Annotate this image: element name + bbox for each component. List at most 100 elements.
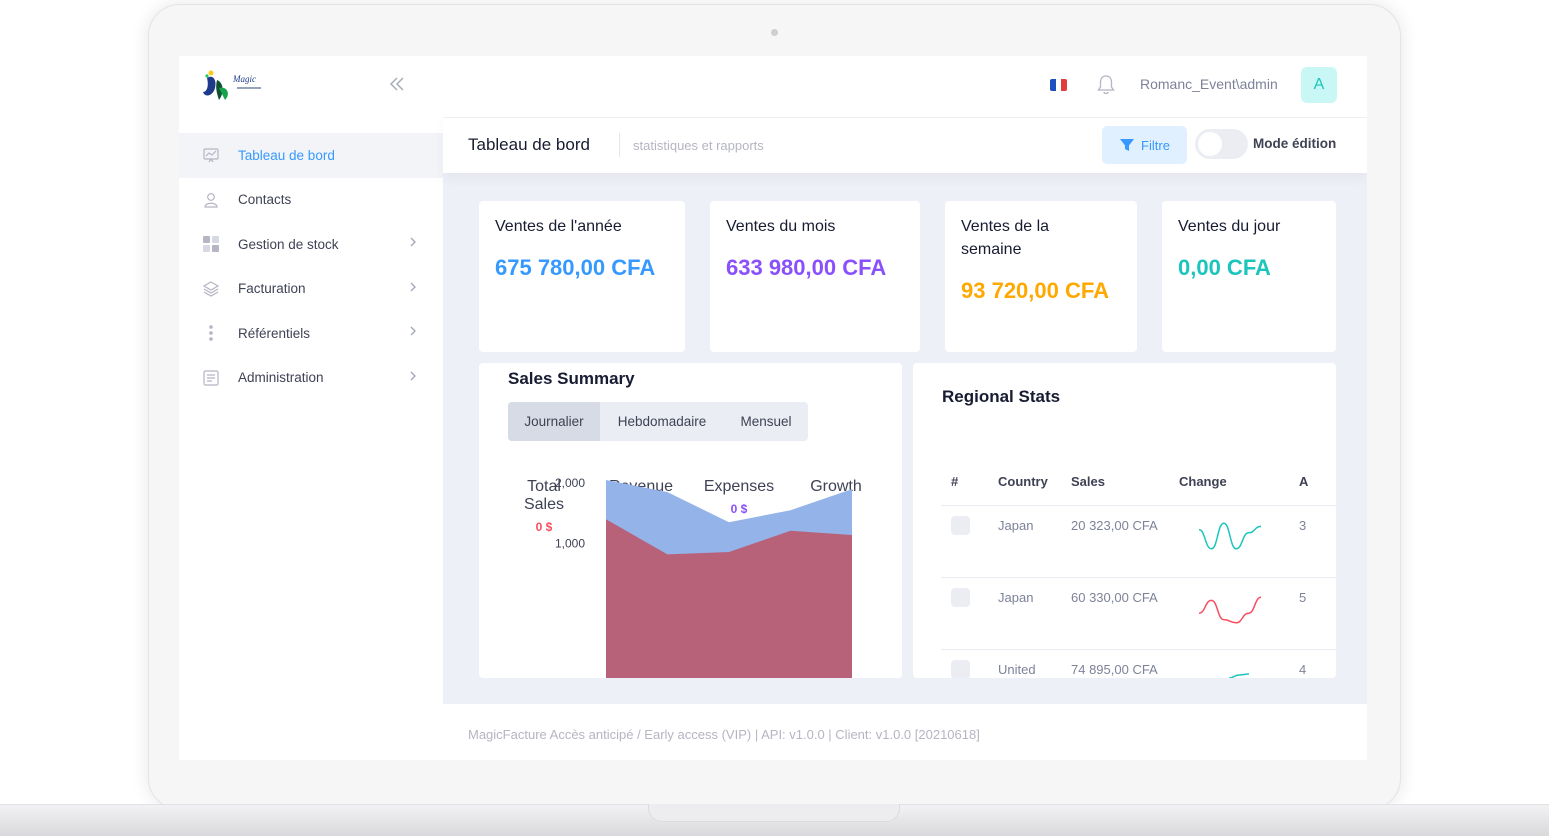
fr-flag-icon[interactable] bbox=[1050, 79, 1067, 91]
cell-sales: 20 323,00 CFA bbox=[1071, 518, 1158, 533]
user-icon bbox=[203, 192, 219, 208]
metric-value: 0 $ bbox=[730, 502, 748, 516]
tab-journalier[interactable]: Journalier bbox=[508, 402, 600, 441]
stat-value: 633 980,00 CFA bbox=[726, 255, 887, 280]
regional-stats-title: Regional Stats bbox=[942, 387, 1061, 406]
tab-hebdomadaire[interactable]: Hebdomadaire bbox=[617, 414, 707, 429]
sidebar-item-label: Tableau de bord bbox=[238, 147, 335, 163]
col-header-index: # bbox=[951, 474, 959, 489]
stat-title: Ventes de l'année bbox=[495, 218, 622, 235]
laptop-notch bbox=[648, 804, 900, 822]
metric-value: 0 $ bbox=[535, 520, 553, 534]
stat-value: 93 720,00 CFA bbox=[961, 278, 1109, 303]
stat-value: 0,00 CFA bbox=[1178, 255, 1271, 280]
sparkline-path bbox=[1228, 673, 1250, 678]
sidebar-item-label: Gestion de stock bbox=[238, 236, 339, 252]
settings-doc-icon bbox=[203, 370, 219, 386]
area-series-1 bbox=[606, 519, 852, 678]
chevron-right-icon bbox=[409, 236, 417, 251]
stat-title: Ventes de la semaine bbox=[961, 218, 1050, 258]
tab-mensuel[interactable]: Mensuel bbox=[740, 414, 792, 429]
sidebar-item-contacts[interactable]: Contacts bbox=[179, 178, 443, 223]
sidebar-item-label: Contacts bbox=[238, 192, 292, 208]
sales-area-chart: 2,000 1,000 bbox=[555, 476, 852, 678]
chevron-right-icon bbox=[409, 325, 417, 340]
sales-summary-card: Sales Summary Journalier Hebdomadaire Me… bbox=[479, 363, 902, 678]
toggle-knob bbox=[1198, 132, 1222, 156]
sidebar-item-label: Administration bbox=[238, 370, 324, 386]
stat-card-year: Ventes de l'année 675 780,00 CFA bbox=[479, 201, 685, 352]
period-tabs: Journalier Hebdomadaire Mensuel bbox=[508, 402, 808, 441]
row-divider bbox=[941, 505, 1336, 506]
avatar[interactable]: A bbox=[1301, 67, 1337, 103]
filter-button[interactable]: Filtre bbox=[1102, 126, 1187, 164]
stat-title: Ventes du mois bbox=[726, 218, 836, 235]
filter-icon bbox=[1120, 139, 1135, 151]
collapse-sidebar-icon[interactable] bbox=[387, 74, 413, 94]
sidebar: Magic Tableau de bord Contacts bbox=[179, 56, 443, 760]
sidebar-item-administration[interactable]: Administration bbox=[179, 356, 443, 401]
user-name[interactable]: Romanc_Event\admin bbox=[1140, 76, 1278, 92]
row-divider bbox=[941, 577, 1336, 578]
stat-card-week: Ventes de la semaine 93 720,00 CFA bbox=[945, 201, 1137, 352]
row-checkbox[interactable] bbox=[951, 516, 970, 535]
col-header-a: A bbox=[1299, 474, 1309, 489]
footer-text: MagicFacture Accès anticipé / Early acce… bbox=[468, 727, 980, 742]
bell-icon[interactable] bbox=[1097, 74, 1115, 96]
sidebar-item-referentiels[interactable]: Référentiels bbox=[179, 311, 443, 356]
sparkline-path bbox=[1198, 596, 1262, 624]
app-screen: Magic Tableau de bord Contacts bbox=[179, 56, 1367, 760]
stat-card-month: Ventes du mois 633 980,00 CFA bbox=[710, 201, 920, 352]
sparkline bbox=[1198, 522, 1262, 550]
regional-stats-card: Regional Stats # Country Sales Change A … bbox=[913, 363, 1336, 678]
chevron-right-icon bbox=[409, 281, 417, 296]
metric-total-sales: Total Sales 0 $ bbox=[499, 478, 589, 534]
page-title: Tableau de bord bbox=[468, 135, 590, 154]
sidebar-item-label: Référentiels bbox=[238, 325, 311, 341]
sidebar-item-gestion-de-stock[interactable]: Gestion de stock bbox=[179, 222, 443, 267]
cell-a: 3 bbox=[1299, 518, 1307, 533]
row-checkbox[interactable] bbox=[951, 588, 970, 607]
subheader: Tableau de bord statistiques et rapports… bbox=[443, 118, 1367, 173]
dots-vertical-icon bbox=[203, 325, 219, 342]
chevron-right-icon bbox=[409, 370, 417, 385]
grid-icon bbox=[203, 236, 219, 253]
cell-sales: 60 330,00 CFA bbox=[1071, 590, 1158, 605]
sparkline bbox=[1198, 596, 1262, 624]
col-header-country: Country bbox=[998, 474, 1048, 489]
sparkline-path bbox=[1198, 522, 1262, 550]
cell-a: 4 bbox=[1299, 662, 1307, 677]
y-tick-label: 1,000 bbox=[555, 537, 585, 551]
cell-country: Japan bbox=[998, 590, 1034, 605]
filter-label: Filtre bbox=[1141, 137, 1170, 153]
footer: MagicFacture Accès anticipé / Early acce… bbox=[443, 704, 1367, 760]
metric-label: Expenses bbox=[703, 478, 775, 495]
sidebar-nav: Tableau de bord Contacts Gestion de stoc… bbox=[179, 133, 443, 400]
camera-dot bbox=[771, 29, 778, 36]
metric-label: Total Sales bbox=[523, 478, 565, 513]
y-tick-label: 2,000 bbox=[555, 476, 585, 490]
top-header: Romanc_Event\admin A bbox=[443, 56, 1367, 118]
sparkline bbox=[1228, 673, 1250, 678]
page-subtitle: statistiques et rapports bbox=[633, 138, 764, 153]
row-checkbox[interactable] bbox=[951, 660, 970, 678]
chart-board-icon bbox=[203, 147, 219, 163]
app-logo[interactable]: Magic bbox=[201, 66, 271, 106]
sales-summary-title: Sales Summary bbox=[508, 369, 635, 388]
title-separator bbox=[619, 133, 620, 157]
metric-expenses: Expenses 0 $ bbox=[694, 478, 784, 516]
col-header-sales: Sales bbox=[1071, 474, 1105, 489]
layers-icon bbox=[203, 281, 219, 297]
mode-edition-label: Mode édition bbox=[1253, 136, 1337, 151]
stat-card-day: Ventes du jour 0,00 CFA bbox=[1162, 201, 1336, 352]
row-divider bbox=[941, 649, 1336, 650]
sidebar-item-tableau-de-bord[interactable]: Tableau de bord bbox=[179, 133, 443, 178]
sidebar-item-label: Facturation bbox=[238, 281, 306, 297]
stat-value: 675 780,00 CFA bbox=[495, 255, 656, 280]
mode-edition-toggle[interactable] bbox=[1195, 129, 1248, 159]
cell-a: 5 bbox=[1299, 590, 1307, 605]
sidebar-item-facturation[interactable]: Facturation bbox=[179, 267, 443, 312]
stat-title: Ventes du jour bbox=[1178, 218, 1281, 235]
svg-text:Magic: Magic bbox=[232, 74, 256, 84]
cell-country: Japan bbox=[998, 518, 1034, 533]
